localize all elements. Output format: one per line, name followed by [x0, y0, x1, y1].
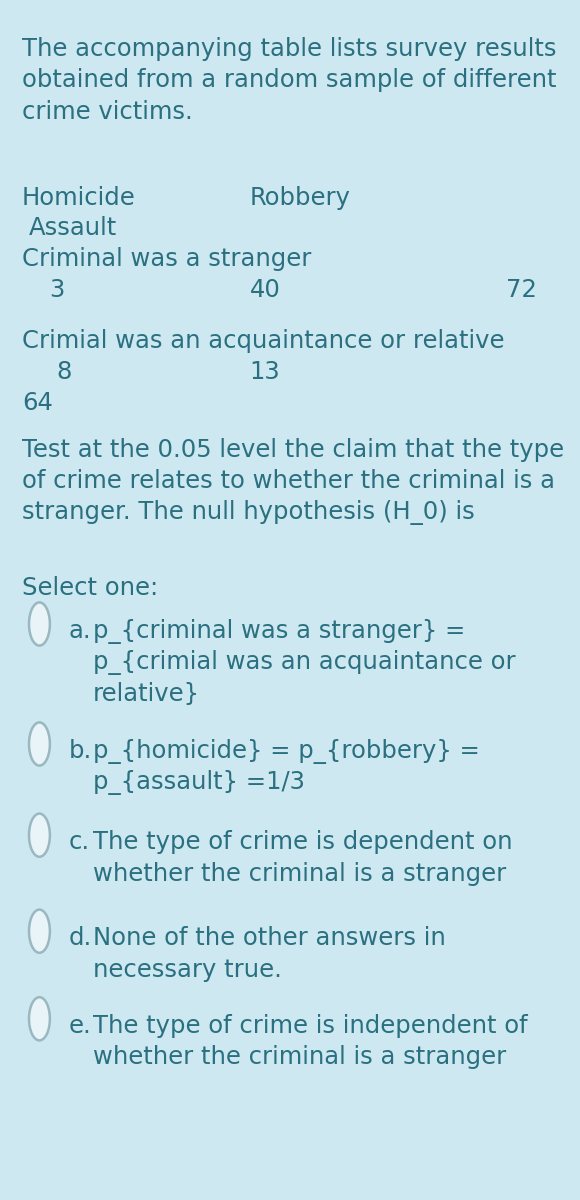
Text: of crime relates to whether the criminal is a: of crime relates to whether the criminal…: [22, 469, 555, 493]
Text: e.: e.: [68, 1014, 91, 1038]
Text: whether the criminal is a stranger: whether the criminal is a stranger: [93, 1045, 506, 1069]
Text: 64: 64: [22, 391, 53, 415]
Text: whether the criminal is a stranger: whether the criminal is a stranger: [93, 862, 506, 886]
Text: Assault: Assault: [29, 216, 117, 240]
Text: p_{criminal was a stranger} =: p_{criminal was a stranger} =: [93, 619, 465, 644]
Text: p_{assault} =1/3: p_{assault} =1/3: [93, 770, 305, 796]
Text: Test at the 0.05 level the claim that the type: Test at the 0.05 level the claim that th…: [22, 438, 564, 462]
Text: p_{crimial was an acquaintance or: p_{crimial was an acquaintance or: [93, 650, 516, 676]
Text: Robbery: Robbery: [249, 186, 350, 210]
Text: stranger. The null hypothesis (H_0) is: stranger. The null hypothesis (H_0) is: [22, 500, 475, 526]
Text: crime victims.: crime victims.: [22, 100, 193, 124]
Text: relative}: relative}: [93, 682, 200, 706]
Text: 13: 13: [249, 360, 280, 384]
Text: d.: d.: [68, 926, 92, 950]
Text: a.: a.: [68, 619, 91, 643]
Text: The type of crime is dependent on: The type of crime is dependent on: [93, 830, 512, 854]
Text: Select one:: Select one:: [22, 576, 158, 600]
Circle shape: [29, 722, 50, 766]
Circle shape: [29, 910, 50, 953]
Circle shape: [29, 814, 50, 857]
Text: Crimial was an acquaintance or relative: Crimial was an acquaintance or relative: [22, 329, 505, 353]
Text: c.: c.: [68, 830, 89, 854]
Circle shape: [29, 602, 50, 646]
Text: 40: 40: [249, 278, 280, 302]
Text: 72: 72: [506, 278, 536, 302]
Text: b.: b.: [68, 739, 92, 763]
Text: p_{homicide} = p_{robbery} =: p_{homicide} = p_{robbery} =: [93, 739, 480, 764]
Circle shape: [29, 997, 50, 1040]
Text: The type of crime is independent of: The type of crime is independent of: [93, 1014, 527, 1038]
Text: The accompanying table lists survey results: The accompanying table lists survey resu…: [22, 37, 557, 61]
Text: obtained from a random sample of different: obtained from a random sample of differe…: [22, 68, 557, 92]
Text: Homicide: Homicide: [22, 186, 136, 210]
Text: 3: 3: [49, 278, 65, 302]
Text: Criminal was a stranger: Criminal was a stranger: [22, 247, 311, 271]
Text: 8: 8: [57, 360, 72, 384]
Text: necessary true.: necessary true.: [93, 958, 282, 982]
Text: None of the other answers in: None of the other answers in: [93, 926, 445, 950]
